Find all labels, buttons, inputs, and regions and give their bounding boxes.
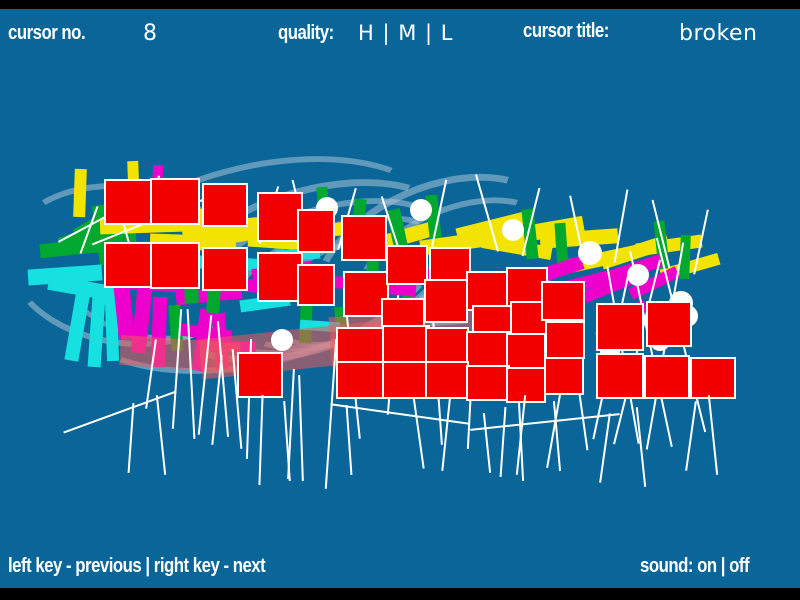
red-square <box>425 361 469 399</box>
white-blob <box>410 199 432 221</box>
hairline <box>298 374 304 482</box>
hairline <box>345 405 353 475</box>
red-square <box>644 355 690 399</box>
red-square <box>545 321 585 359</box>
red-square <box>336 361 386 399</box>
cursor-title-value: broken <box>679 21 758 46</box>
keyboard-hint: left key - previous | right key - next <box>8 555 266 577</box>
red-square <box>506 333 546 371</box>
red-square <box>386 245 428 285</box>
white-blob <box>578 241 602 265</box>
red-square <box>150 178 200 225</box>
hairline <box>258 394 264 486</box>
red-square <box>466 331 510 369</box>
hairline <box>499 407 507 477</box>
red-square <box>544 357 584 395</box>
red-square <box>646 301 692 347</box>
red-square <box>297 209 335 253</box>
red-square <box>257 252 303 302</box>
hairline <box>482 413 492 473</box>
letterbox-top <box>0 0 800 9</box>
red-square <box>382 325 430 365</box>
broken-cursor-artwork <box>0 9 800 588</box>
cursor-title-label: cursor title: <box>523 20 609 42</box>
red-square <box>425 327 469 365</box>
red-square <box>104 179 152 225</box>
hairline <box>127 403 135 473</box>
hairline <box>707 395 719 475</box>
red-square <box>466 365 510 401</box>
hairline <box>155 395 167 475</box>
quality-label: quality: <box>278 22 334 44</box>
quality-options[interactable]: H | M | L <box>358 21 454 45</box>
red-square <box>596 353 644 399</box>
hairline <box>599 413 611 483</box>
red-square <box>596 303 644 351</box>
white-blob <box>627 264 649 286</box>
red-square <box>541 281 585 321</box>
red-square <box>237 352 283 398</box>
red-square <box>297 264 335 306</box>
red-square <box>424 279 468 323</box>
sound-toggle[interactable]: sound: on | off <box>640 555 750 577</box>
cursor-no-value: 8 <box>143 21 158 46</box>
red-square <box>150 242 200 289</box>
red-square <box>104 242 152 288</box>
white-blob <box>271 329 293 351</box>
red-square <box>690 357 736 399</box>
hairline <box>635 407 647 487</box>
preview-stage: cursor no. 8 quality: H | M | L cursor t… <box>0 9 800 588</box>
red-square <box>202 183 248 227</box>
red-square <box>202 247 248 291</box>
glitch-stroke <box>73 168 87 218</box>
letterbox-bottom <box>0 588 800 600</box>
red-square <box>341 215 387 261</box>
white-blob <box>502 219 524 241</box>
cursor-no-label: cursor no. <box>8 22 86 44</box>
red-square <box>506 367 546 403</box>
red-square <box>382 361 430 399</box>
glitch-stroke <box>635 234 703 257</box>
red-square <box>336 327 386 365</box>
hairline <box>685 401 697 471</box>
